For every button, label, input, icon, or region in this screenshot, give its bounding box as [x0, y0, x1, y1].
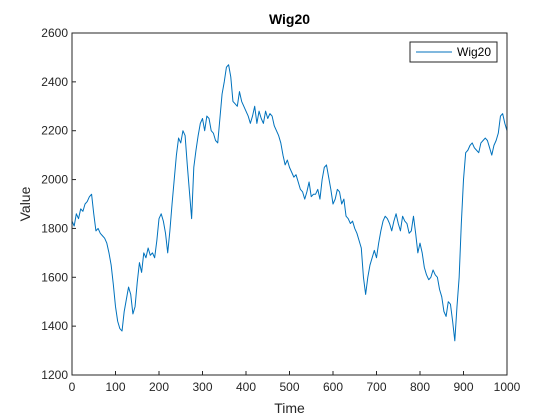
- x-tick-label: 200: [149, 380, 169, 394]
- x-tick-label: 900: [453, 380, 473, 394]
- legend: Wig20: [409, 41, 498, 63]
- y-tick-label: 2400: [41, 75, 68, 89]
- x-tick-label: 0: [69, 380, 76, 394]
- x-tick-label: 1000: [494, 380, 521, 394]
- x-axis-label: Time: [274, 400, 305, 416]
- x-tick-label: 800: [410, 380, 430, 394]
- chart-title: Wig20: [269, 11, 310, 27]
- x-tick-label: 500: [279, 380, 299, 394]
- axes-box: [71, 32, 508, 376]
- x-tick-label: 700: [366, 380, 386, 394]
- x-tick-label: 600: [323, 380, 343, 394]
- legend-label: Wig20: [457, 45, 491, 59]
- series-line-wig20: [71, 64, 508, 342]
- ticks-layer: 0 100 200 300 400 500 600 700 800 900 1000 1200 1400…: [41, 26, 520, 394]
- y-tick-label: 2200: [41, 124, 68, 138]
- x-tick-label: 100: [105, 380, 125, 394]
- series-layer: [71, 64, 508, 342]
- y-tick-label: 2600: [41, 26, 68, 40]
- y-tick-label: 1600: [41, 270, 68, 284]
- y-tick-label: 1200: [41, 368, 68, 382]
- y-tick-label: 1400: [41, 319, 68, 333]
- y-tick-label: 1800: [41, 221, 68, 235]
- x-tick-label: 400: [236, 380, 256, 394]
- plot-area: [72, 33, 507, 375]
- legend-box: [409, 41, 498, 63]
- y-tick-label: 2000: [41, 173, 68, 187]
- y-axis-label: Value: [17, 186, 33, 221]
- x-tick-label: 300: [192, 380, 212, 394]
